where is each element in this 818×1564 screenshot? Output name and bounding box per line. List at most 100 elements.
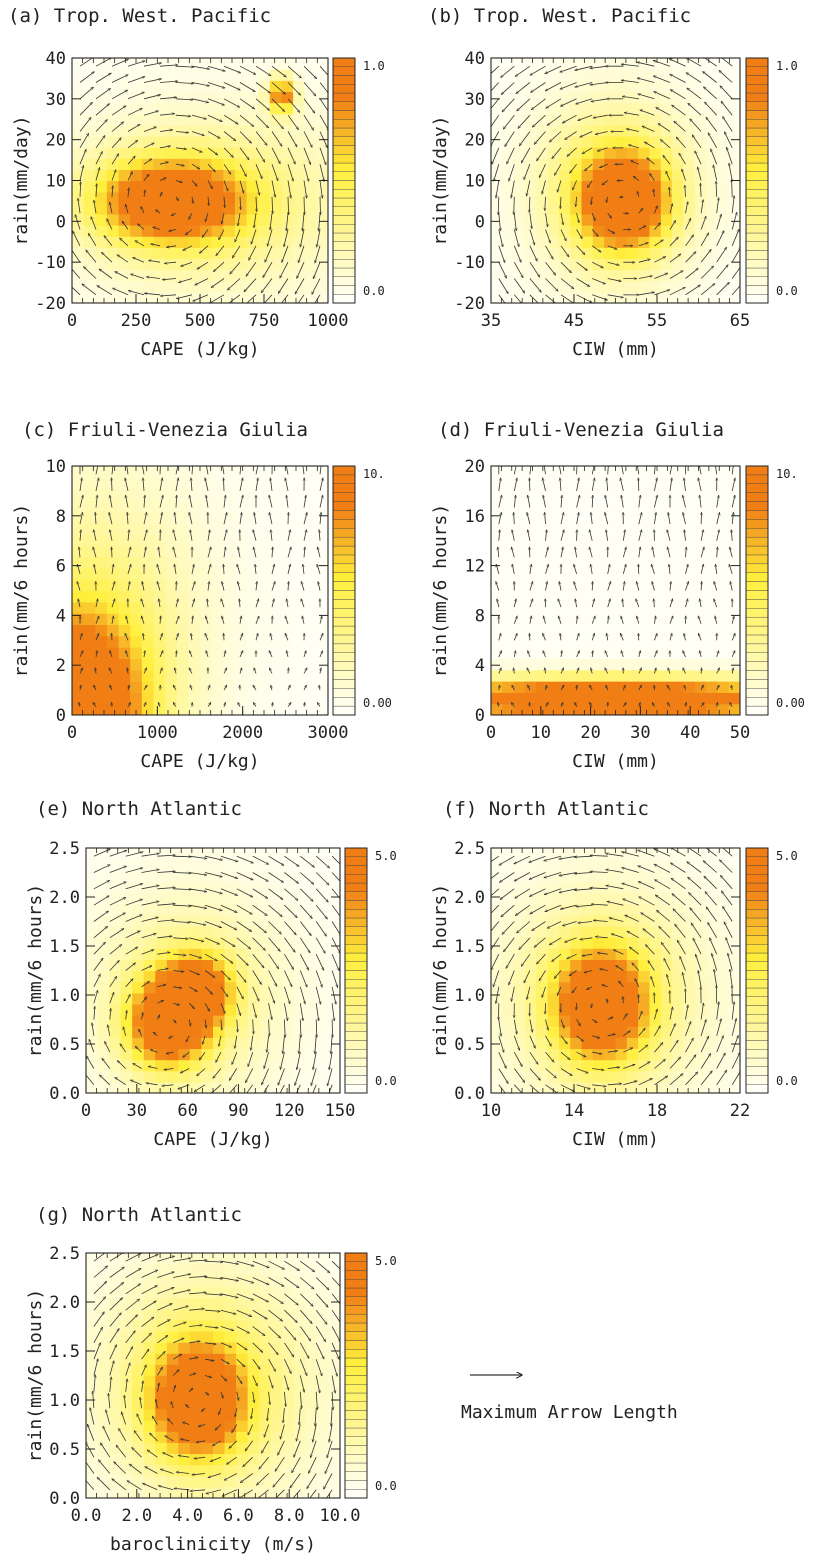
heatmap-cell xyxy=(638,903,651,916)
vector-arrow xyxy=(660,140,671,149)
heatmap-e xyxy=(86,848,340,1093)
vector-arrow xyxy=(159,162,168,165)
vector-arrow xyxy=(529,213,532,229)
heatmap-cell xyxy=(304,91,317,104)
vector-arrow xyxy=(701,668,702,674)
y-tick-label: 0 xyxy=(475,212,485,232)
vector-arrow xyxy=(278,278,289,294)
colorbar-segment xyxy=(745,688,769,698)
heatmap-cell xyxy=(83,202,96,215)
vector-arrow xyxy=(93,702,97,707)
heatmap-cell xyxy=(649,477,662,490)
y-tick-label: 2 xyxy=(56,656,66,676)
heatmap-cell xyxy=(558,258,571,271)
heatmap-cell xyxy=(118,477,131,490)
heatmap-cell xyxy=(130,180,143,193)
vector-arrow xyxy=(222,466,225,475)
vector-arrow xyxy=(222,616,225,624)
heatmap-cell xyxy=(502,590,515,603)
vector-arrow xyxy=(127,61,145,67)
vector-arrow xyxy=(144,190,145,197)
heatmap-cell xyxy=(165,180,178,193)
heatmap-cell xyxy=(211,681,224,693)
heatmap-cell xyxy=(604,1070,617,1083)
heatmap-cell xyxy=(536,881,549,894)
heatmap-cell xyxy=(246,590,259,603)
colorbar-segment xyxy=(332,92,356,102)
heatmap-cell xyxy=(536,937,549,949)
heatmap-cell xyxy=(281,124,294,137)
vector-arrow xyxy=(159,65,178,67)
heatmap-cell xyxy=(536,213,549,226)
heatmap-cell xyxy=(683,925,696,938)
vector-arrow xyxy=(287,65,301,78)
vector-arrow xyxy=(638,564,639,574)
heatmap-cell xyxy=(281,113,294,126)
heatmap-cell xyxy=(120,1081,133,1093)
heatmap-cell xyxy=(153,280,166,293)
heatmap-cell xyxy=(155,1015,168,1027)
heatmap-cell xyxy=(672,247,685,260)
heatmap-cell xyxy=(141,545,155,558)
heatmap-cell xyxy=(638,533,651,546)
heatmap-cell xyxy=(502,58,515,70)
heatmap-cell xyxy=(672,1070,685,1083)
heatmap-cell xyxy=(717,1015,730,1027)
vector-arrow xyxy=(303,147,311,165)
heatmap-cell xyxy=(672,567,685,580)
colorbar-max-label: 10. xyxy=(776,467,798,481)
vector-arrow xyxy=(597,147,608,151)
heatmap-cell xyxy=(118,180,131,193)
vector-arrow xyxy=(78,599,81,608)
vector-arrow xyxy=(255,466,259,475)
heatmap-cell xyxy=(201,1003,214,1016)
heatmap-cell xyxy=(223,624,236,637)
vector-arrow xyxy=(607,245,617,249)
heatmap-cell xyxy=(188,269,201,282)
heatmap-cell xyxy=(258,69,271,81)
heatmap-cell xyxy=(282,892,295,905)
heatmap-cell xyxy=(165,556,178,569)
heatmap-cell xyxy=(176,499,189,512)
heatmap-cell xyxy=(120,892,133,905)
vector-arrow xyxy=(638,243,648,247)
heatmap-cell xyxy=(132,881,145,894)
vector-arrow xyxy=(731,264,740,279)
heatmap-cell xyxy=(604,511,617,524)
heatmap-cell xyxy=(165,692,178,705)
vector-arrow xyxy=(127,108,142,116)
heatmap-cell xyxy=(694,970,707,983)
heatmap-cell xyxy=(293,225,306,237)
heatmap-cell xyxy=(683,258,696,271)
heatmap-cell xyxy=(293,647,306,660)
vector-arrow xyxy=(128,685,129,691)
heatmap-cell xyxy=(615,981,628,994)
y-tick-label: 40 xyxy=(465,49,485,69)
colorbar-segment xyxy=(344,856,368,866)
heatmap-cell xyxy=(316,269,328,282)
heatmap-cell xyxy=(638,1048,651,1061)
heatmap-cell xyxy=(270,970,283,983)
vector-arrow xyxy=(175,633,178,641)
heatmap-cell xyxy=(328,1026,340,1038)
heatmap-cell xyxy=(502,269,515,282)
vector-arrow xyxy=(191,163,200,169)
heatmap-cell xyxy=(153,113,166,126)
vector-arrow xyxy=(239,633,243,641)
heatmap-cell xyxy=(491,488,503,501)
colorbar-segment xyxy=(332,75,356,85)
heatmap-cell xyxy=(615,180,628,193)
heatmap-cell xyxy=(558,499,571,512)
heatmap-cell xyxy=(106,91,120,104)
heatmap-cell xyxy=(246,58,259,70)
heatmap-cell xyxy=(316,579,328,592)
heatmap-cell xyxy=(269,647,283,660)
vector-arrow xyxy=(287,82,301,96)
heatmap-cell xyxy=(153,624,166,637)
vector-arrow xyxy=(301,582,305,591)
heatmap-cell xyxy=(281,624,294,637)
heatmap-cell xyxy=(176,466,189,478)
heatmap-cell xyxy=(106,522,120,535)
heatmap-cell xyxy=(694,225,707,237)
